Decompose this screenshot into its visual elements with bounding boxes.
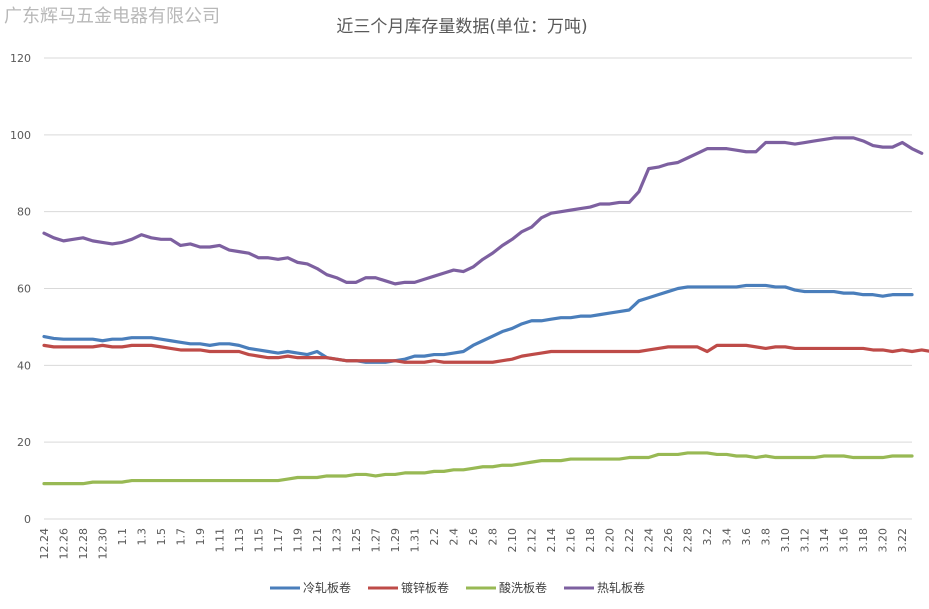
x-tick-label: 3.8	[760, 528, 773, 546]
x-tick-label: 2.16	[565, 528, 578, 553]
x-tick-label: 1.19	[292, 528, 305, 553]
x-tick-label: 2.24	[643, 528, 656, 553]
x-tick-label: 12.28	[77, 528, 90, 560]
legend-label-2: 镀锌板卷	[401, 580, 449, 595]
x-tick-label: 2.14	[545, 528, 558, 553]
x-tick-label: 1.21	[311, 528, 324, 553]
x-tick-label: 2.2	[428, 528, 441, 546]
company-watermark: 广东辉马五金电器有限公司	[4, 6, 220, 27]
x-tick-label: 1.27	[370, 528, 383, 553]
x-tick-label: 1.17	[272, 528, 285, 553]
series-line-2	[42, 343, 929, 364]
x-tick-label: 1.31	[409, 528, 422, 553]
x-tick-label: 1.29	[389, 528, 402, 553]
y-tick-label: 60	[17, 283, 31, 296]
x-tick-label: 2.18	[584, 528, 597, 553]
y-tick-label: 80	[17, 206, 31, 219]
x-tick-label: 1.7	[175, 528, 188, 546]
x-tick-label: 1.5	[155, 528, 168, 546]
x-tick-label: 3.4	[721, 528, 734, 546]
x-tick-label: 2.4	[448, 528, 461, 546]
legend-label-3: 酸洗板卷	[499, 580, 547, 595]
x-tick-label: 3.16	[838, 528, 851, 553]
gridlines	[44, 57, 912, 520]
x-tick-label: 1.23	[331, 528, 344, 553]
series-line-3	[42, 451, 914, 486]
x-tick-label: 3.20	[877, 528, 890, 553]
x-tick-label: 3.14	[818, 528, 831, 553]
x-tick-label: 3.2	[701, 528, 714, 546]
x-tick-label: 1.11	[214, 528, 227, 553]
series-lines	[42, 136, 929, 486]
x-tick-label: 2.28	[682, 528, 695, 553]
x-tick-label: 3.22	[896, 528, 909, 553]
x-tick-label: 3.12	[799, 528, 812, 553]
y-tick-label: 40	[17, 359, 31, 372]
chart-title: 近三个月库存量数据(单位：万吨)	[336, 17, 587, 37]
legend-label-1: 冷轧板卷	[303, 580, 351, 595]
x-tick-label: 1.9	[194, 528, 207, 546]
x-tick-label: 2.6	[467, 528, 480, 546]
x-tick-label: 2.22	[623, 528, 636, 553]
y-axis-ticks: 0 20 40 60 80 100 120	[10, 52, 31, 526]
series-line-1	[42, 283, 914, 364]
x-tick-label: 12.24	[38, 528, 51, 560]
y-tick-label: 120	[10, 52, 31, 65]
x-tick-label: 3.18	[857, 528, 870, 553]
x-tick-label: 12.30	[97, 528, 110, 560]
x-tick-label: 3.10	[779, 528, 792, 553]
x-tick-label: 2.20	[604, 528, 617, 553]
legend: 冷轧板卷 镀锌板卷 酸洗板卷 热轧板卷	[270, 580, 645, 595]
x-tick-label: 2.10	[506, 528, 519, 553]
x-tick-label: 3.6	[740, 528, 753, 546]
x-tick-label: 1.13	[233, 528, 246, 553]
legend-label-4: 热轧板卷	[597, 580, 645, 595]
x-tick-label: 1.3	[136, 528, 149, 546]
x-tick-label: 2.8	[487, 528, 500, 546]
x-tick-label: 1.25	[350, 528, 363, 553]
x-tick-label: 1.1	[116, 528, 129, 546]
y-tick-label: 0	[24, 513, 31, 526]
x-tick-label: 2.12	[526, 528, 539, 553]
x-axis-ticks: 12.24 12.26 12.28 12.30 1.1 1.3 1.5 1.7 1.9 1.11 1…	[38, 528, 909, 560]
y-tick-label: 20	[17, 436, 31, 449]
series-line-4	[42, 136, 924, 286]
y-tick-label: 100	[10, 129, 31, 142]
x-tick-label: 2.26	[662, 528, 675, 553]
x-tick-label: 12.26	[58, 528, 71, 560]
x-tick-label: 1.15	[253, 528, 266, 553]
